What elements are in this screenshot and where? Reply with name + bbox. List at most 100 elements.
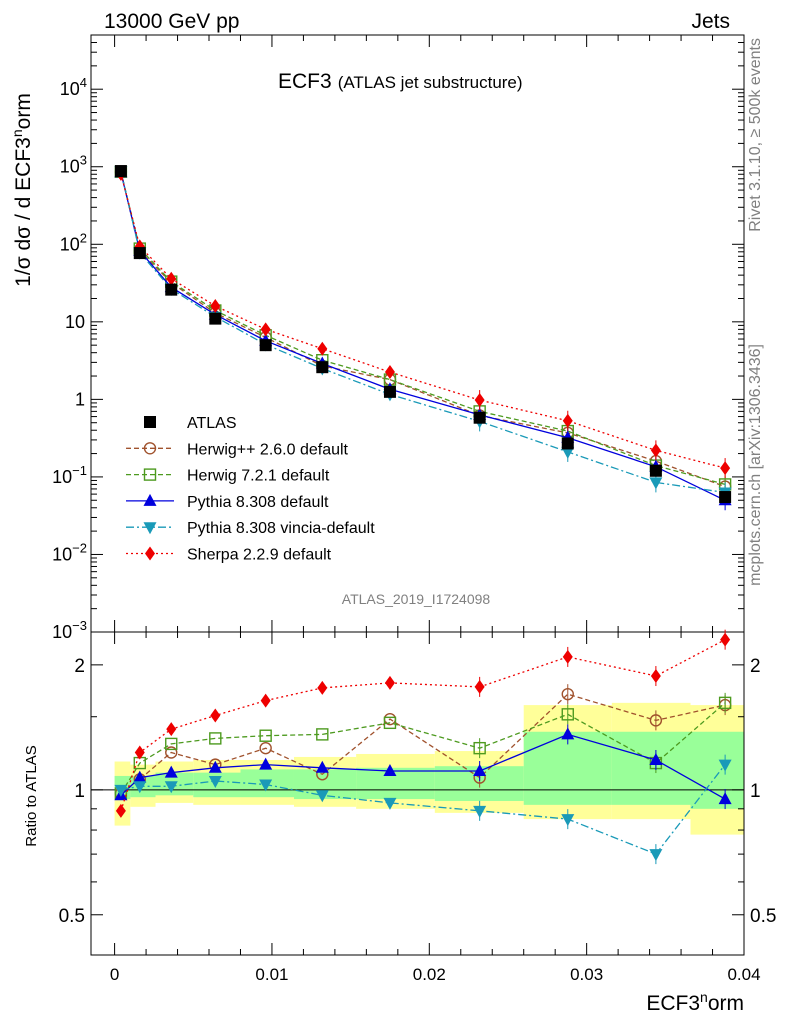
ratio-y-tick-label-right: 0.5 (750, 906, 776, 927)
header-right: Jets (691, 10, 730, 33)
legend-marker-sherpa (145, 546, 155, 561)
ratio-point-vincia (473, 805, 487, 818)
ratio-point-herwigpp (259, 741, 272, 755)
top-point-atlas (383, 385, 396, 398)
ratio-point-sherpa (134, 745, 145, 760)
legend-marker-atlas (144, 416, 156, 428)
top-line-sherpa (120, 173, 726, 469)
ratio-point-herwig7 (473, 741, 486, 755)
ratio-point-herwig7 (561, 708, 574, 721)
top-y-axis-label-main: 1/σ dσ / d ECF3 (12, 137, 35, 287)
ratio-y-tick-label-right: 2 (750, 656, 761, 677)
top-point-sherpa (474, 393, 485, 408)
top-point-sherpa (562, 413, 573, 428)
ratio-y-tick-label-left: 0.5 (59, 906, 85, 927)
top-point-sherpa (650, 443, 661, 458)
legend-label-herwigpp: Herwig++ 2.6.0 default (187, 441, 349, 458)
x-tick-label: 0.01 (255, 965, 288, 984)
top-y-tick-label: 1 (75, 389, 85, 409)
ratio-y-axis-label: Ratio to ATLAS (23, 745, 40, 846)
top-point-atlas (561, 437, 574, 450)
x-tick-label: 0.04 (727, 965, 760, 984)
x-tick-label: 0 (110, 965, 119, 984)
ratio-point-vincia (114, 784, 128, 797)
ratio-point-sherpa (650, 669, 661, 684)
x-axis-label-main: ECF3 (646, 992, 700, 1015)
top-point-sherpa (384, 365, 395, 380)
top-y-tick-label: 10−2 (52, 540, 87, 564)
ratio-point-herwig7 (383, 716, 397, 730)
top-y-axis-label: 1/σ dσ / d ECF3norm (9, 93, 35, 287)
chart-marks-layer: 0 0.01 0.02 0.03 0.0410−310−210−111010210310… (52, 34, 776, 984)
ratio-point-vincia (649, 849, 663, 862)
ratio-point-sherpa (210, 708, 221, 723)
top-y-axis-label-tail: orm (12, 93, 35, 129)
top-point-sherpa (317, 341, 328, 356)
plot-title-main: ECF3 (278, 70, 332, 93)
top-y-axis-label-sup: n (9, 129, 25, 137)
analysis-watermark: ATLAS_2019_I1724098 (342, 591, 491, 607)
x-tick-label: 0.02 (413, 965, 446, 984)
mcplots-label: mcplots.cern.ch [arXiv:1306.3436] (747, 344, 764, 586)
top-plot-frame (90, 34, 745, 633)
ratio-point-vincia (164, 781, 178, 794)
ratio-point-sherpa (720, 632, 731, 647)
ratio-y-tick-label-left: 1 (74, 781, 85, 802)
ratio-point-sherpa (474, 679, 485, 694)
top-point-atlas (316, 361, 329, 374)
ratio-band-inner-bin (356, 767, 435, 800)
legend-label-sherpa: Sherpa 2.2.9 default (187, 547, 332, 564)
top-point-atlas (719, 491, 732, 504)
ratio-point-vincia (208, 776, 222, 789)
rivet-label: Rivet 3.1.10, ≥ 500k events (747, 38, 764, 232)
ratio-point-herwigpp (165, 746, 178, 759)
legend-marker-herwig7 (143, 468, 157, 481)
ratio-point-pythia (133, 770, 147, 783)
ratio-point-pythia (259, 757, 273, 770)
top-point-atlas (649, 464, 662, 477)
top-line-herwig7 (120, 171, 726, 486)
top-line-vincia (120, 170, 726, 494)
x-tick-label: 0.03 (570, 965, 603, 984)
ratio-point-pythia (383, 764, 397, 777)
legend-marker-pythia (143, 493, 157, 506)
top-y-tick-label: 10−3 (52, 618, 87, 642)
header-left: 13000 GeV pp (104, 10, 239, 33)
ratio-point-herwig7 (165, 737, 178, 751)
ratio-point-sherpa (260, 693, 271, 708)
legend-label-pythia: Pythia 8.308 default (187, 494, 329, 511)
top-y-tick-label: 104 (60, 75, 87, 99)
top-point-sherpa (210, 299, 221, 314)
ratio-line-herwig7 (120, 702, 726, 794)
ratio-point-sherpa (562, 649, 573, 664)
ratio-point-vincia (259, 779, 273, 792)
ratio-point-pythia (473, 764, 487, 777)
ratio-point-vincia (718, 759, 732, 772)
top-point-atlas (133, 247, 146, 260)
top-point-vincia (649, 477, 663, 490)
ratio-point-vincia (133, 781, 147, 794)
top-point-sherpa (166, 271, 177, 286)
top-point-vincia (561, 446, 575, 459)
x-axis-label: ECF3norm (646, 989, 744, 1015)
ratio-point-vincia (315, 790, 329, 803)
ratio-point-pythia (561, 727, 575, 740)
x-axis-label-sup: n (700, 989, 708, 1005)
ratio-point-herwig7 (209, 732, 222, 745)
ratio-point-herwig7 (259, 729, 272, 742)
ratio-point-herwig7 (316, 728, 329, 741)
ratio-line-herwigpp (120, 693, 726, 795)
ratio-point-sherpa (115, 803, 126, 818)
top-line-herwigpp (120, 171, 726, 488)
top-y-tick-label: 10 (65, 312, 85, 332)
ratio-y-tick-label-left: 2 (74, 656, 85, 677)
x-axis-label-tail: orm (708, 992, 744, 1015)
plot-title-sub: (ATLAS jet substructure) (338, 73, 523, 92)
top-y-tick-label: 102 (60, 230, 87, 254)
ratio-point-pythia (718, 792, 732, 805)
legend-label-atlas: ATLAS (187, 415, 237, 432)
ratio-band-inner-bin (690, 731, 744, 809)
ratio-point-herwigpp (561, 687, 574, 701)
